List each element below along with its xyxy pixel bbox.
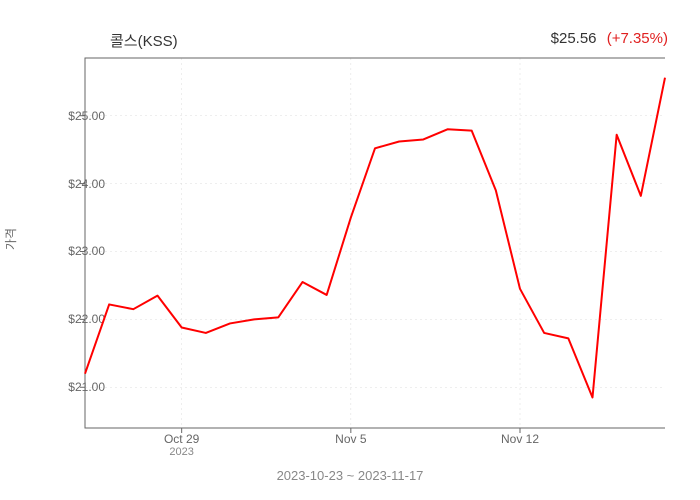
x-tick: Oct 292023 — [164, 432, 199, 458]
date-range: 2023-10-23 ~ 2023-11-17 — [0, 468, 700, 483]
x-tick-label: Oct 29 — [164, 432, 199, 446]
price-block: $25.56 (+7.35%) — [551, 30, 668, 47]
price-change: (+7.35%) — [607, 30, 668, 47]
x-tick-label: Nov 12 — [501, 432, 539, 446]
y-axis-label: 가격 — [2, 228, 19, 250]
stock-chart: 콜스(KSS) $25.56 (+7.35%) 가격 $21.00$22.00$… — [0, 0, 700, 500]
x-tick-label: Nov 5 — [335, 432, 366, 446]
chart-header: 콜스(KSS) $25.56 (+7.35%) — [0, 30, 700, 54]
x-tick: Nov 12 — [501, 432, 539, 446]
current-price: $25.56 — [551, 30, 597, 47]
price-line — [85, 78, 665, 398]
plot-area — [85, 58, 665, 428]
chart-title: 콜스(KSS) — [110, 30, 178, 51]
x-tick: Nov 5 — [335, 432, 366, 446]
chart-svg — [85, 58, 665, 428]
x-tick-year: 2023 — [164, 446, 199, 458]
